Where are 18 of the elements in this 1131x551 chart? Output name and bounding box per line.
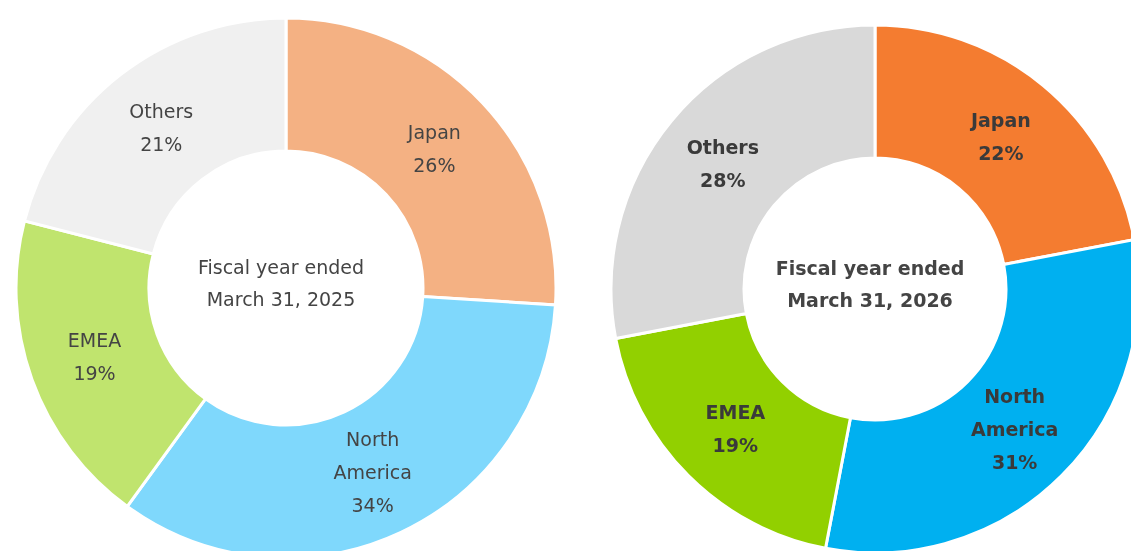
data-label: 28% <box>700 168 746 191</box>
text: Fiscal year ended March 31, 2025 <box>197 256 365 310</box>
data-label: 19% <box>712 434 759 457</box>
text: Fiscal year ended March 31, 2026 <box>775 257 965 311</box>
slice-label: EMEA <box>705 401 766 424</box>
data-label: 21% <box>140 132 183 155</box>
slice-label: Others <box>129 99 194 122</box>
slice-label: North America <box>333 428 412 484</box>
data-label: 31% <box>991 450 1038 473</box>
slice-label: Japan <box>968 109 1031 132</box>
data-label: 34% <box>351 494 394 517</box>
data-label: 19% <box>73 362 116 385</box>
slice-label: North America <box>970 384 1059 440</box>
slice-label: Japan <box>406 121 461 144</box>
slice-label: Others <box>686 135 759 158</box>
data-label: 22% <box>978 142 1024 165</box>
slice-label: EMEA <box>67 329 122 352</box>
data-label: 26% <box>413 154 456 177</box>
